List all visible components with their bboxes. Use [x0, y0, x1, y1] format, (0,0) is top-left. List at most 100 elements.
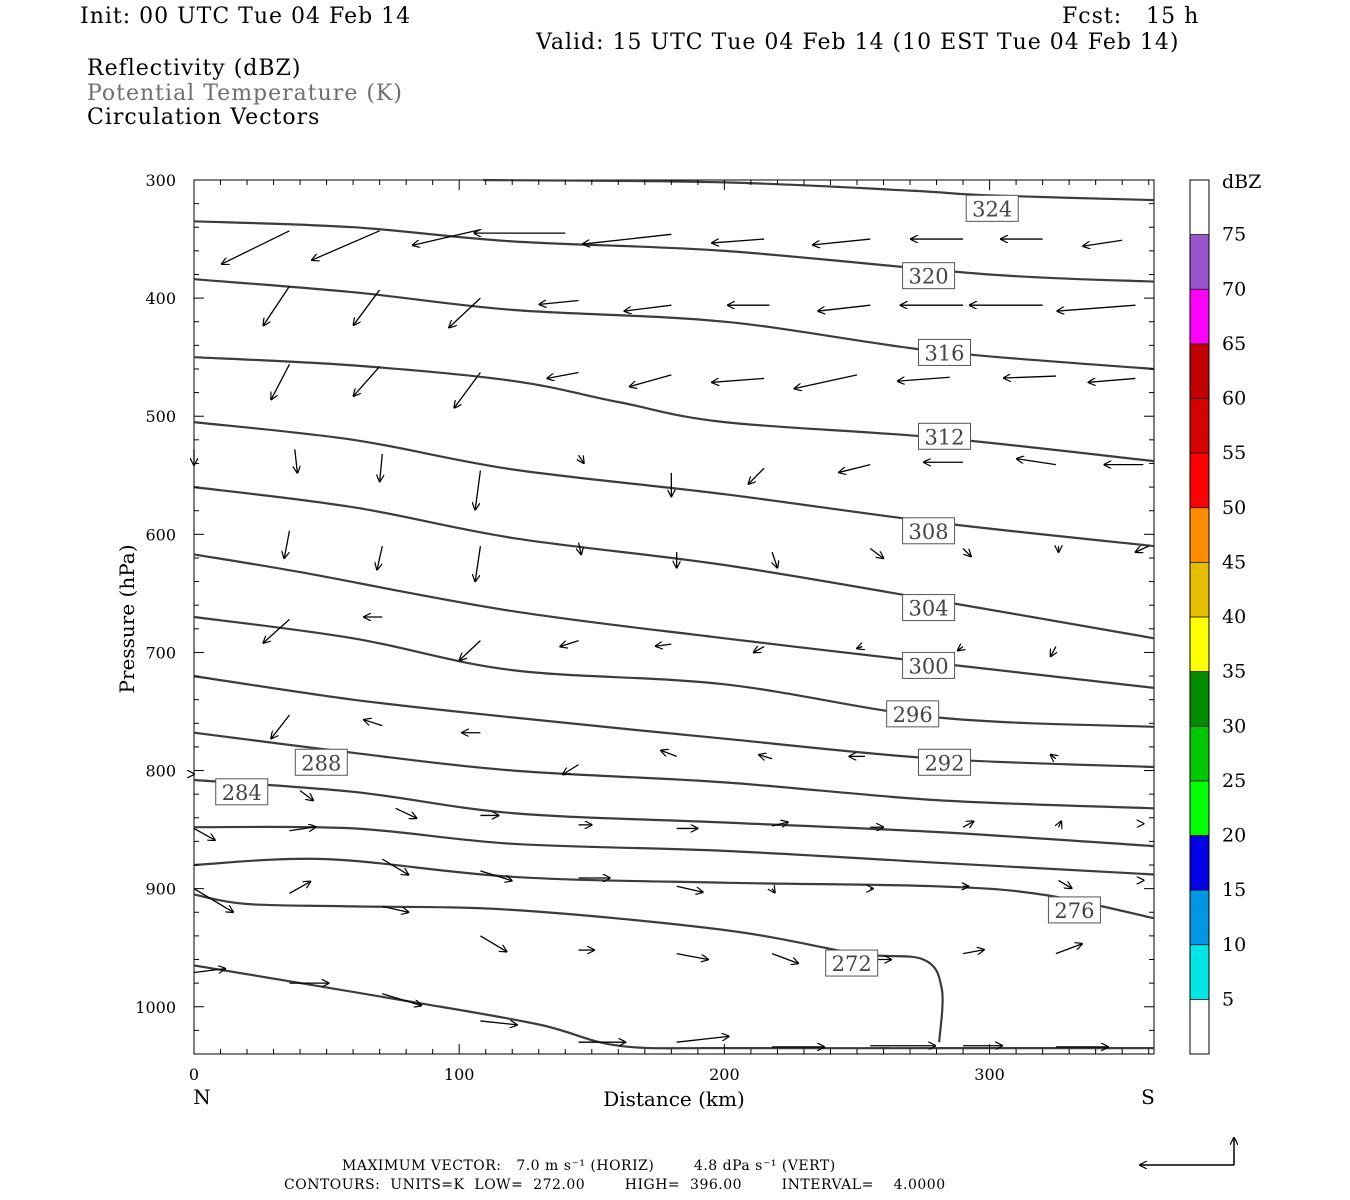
x-axis-label: Distance (km): [603, 1087, 745, 1111]
theta-contour-line: [193, 615, 1155, 728]
circulation-vector: [480, 1021, 516, 1025]
colorbar-tick-label: 20: [1222, 825, 1246, 847]
circulation-vector: [193, 969, 225, 973]
y-tick-label: 1000: [135, 998, 176, 1017]
circulation-vector: [299, 790, 313, 801]
circulation-vector: [289, 827, 315, 831]
circulation-vector: [676, 885, 703, 892]
x-tick-label: 0: [189, 1065, 199, 1084]
colorbar-tick-label: 70: [1222, 278, 1246, 300]
plot-frame: [193, 179, 1155, 1055]
theta-contour-line: [193, 356, 1155, 463]
y-tick-label: 900: [145, 880, 176, 899]
theta-contour-line: [193, 553, 1155, 689]
circulation-vector: [454, 372, 481, 408]
circulation-vector: [449, 297, 481, 327]
circulation-vector: [1017, 459, 1056, 466]
circulation-vector: [1057, 304, 1136, 311]
theta-contour-line: [193, 220, 1155, 283]
colorbar-tick-label: 75: [1222, 224, 1246, 246]
circulation-vector: [712, 238, 765, 243]
max-vector-note: MAXIMUM VECTOR: 7.0 m s⁻¹ (HORIZ) 4.8 dP…: [342, 1158, 836, 1174]
circulation-vector: [656, 644, 672, 646]
circulation-vector: [193, 888, 233, 912]
contour-label-box: [965, 194, 1019, 222]
colorbar-segment: [1190, 562, 1209, 617]
colorbar-segment: [1190, 453, 1209, 508]
circulation-vector: [630, 374, 672, 387]
axes: 0 100 200 300 300 400 500 600 700 800 900 1000 Dista…: [115, 171, 1155, 1111]
colorbar-tick-label: 45: [1222, 551, 1246, 573]
colorbar-title: dBZ: [1222, 171, 1261, 193]
theta-contour-line: [483, 178, 1155, 202]
circulation-vector: [382, 905, 408, 912]
circulation-vector: [1055, 944, 1082, 955]
circulation-vector: [263, 285, 291, 325]
circulation-vector: [1058, 879, 1072, 888]
circulation-vector: [380, 453, 383, 481]
colorbar-segment: [1190, 726, 1209, 781]
colorbar-segment: [1190, 835, 1209, 891]
colorbar-segment: [1190, 780, 1209, 836]
colorbar-segment: [1190, 507, 1209, 563]
circulation-vector: [813, 238, 871, 245]
forecast-hour: Fcst: 15 h: [1062, 4, 1200, 29]
colorbar-tick-label: 40: [1222, 606, 1246, 628]
colorbar-segment: [1190, 890, 1209, 945]
theta-contour-line: [193, 857, 1155, 920]
contour-label: 316: [924, 341, 964, 365]
circulation-vector: [271, 714, 290, 738]
contour-label: 296: [893, 703, 933, 727]
contour-label-box: [917, 338, 971, 366]
contour-label-box: [886, 700, 940, 728]
circulation-vector: [563, 764, 579, 775]
colorbar-tick-label: 60: [1222, 388, 1246, 410]
circulation-vector: [1136, 546, 1149, 552]
contour-label-box: [902, 651, 956, 679]
circulation-vector: [1051, 755, 1056, 759]
circulation-vector: [962, 950, 984, 954]
circulation-vector: [771, 952, 798, 964]
circulation-vector: [364, 720, 383, 727]
y-tick-label: 300: [145, 171, 176, 190]
circulation-vector: [579, 454, 584, 463]
circulation-vector: [263, 618, 290, 642]
contour-info: CONTOURS: UNITS=K LOW= 272.00 HIGH= 396.…: [284, 1177, 946, 1193]
colorbar-segment: [1190, 289, 1209, 344]
y-tick-label: 800: [145, 762, 176, 781]
colorbar-tick-label: 25: [1222, 770, 1246, 792]
colorbar-segment: [1190, 343, 1209, 399]
init-time: Init: 00 UTC Tue 04 Feb 14: [80, 4, 412, 29]
circulation-vector: [898, 376, 950, 381]
circulation-vector: [625, 304, 672, 311]
circulation-vectors: [193, 228, 1149, 1047]
field-circulation-vectors: Circulation Vectors: [87, 105, 321, 130]
circulation-vector: [354, 366, 381, 396]
circulation-vector: [284, 530, 291, 558]
circulation-vector: [754, 647, 765, 653]
circulation-vector: [540, 300, 579, 304]
circulation-vector: [712, 377, 765, 382]
circulation-vector: [676, 952, 708, 960]
colorbar: 5 10 15 20 25 30 35 40 45 50 55 60 65 70 75 dBZ: [1189, 171, 1261, 1055]
field-reflectivity: Reflectivity (dBZ): [87, 56, 302, 81]
plot-border: [193, 179, 1155, 1055]
theta-contour-line: [193, 421, 1155, 548]
contour-label-box: [902, 594, 956, 622]
contour-label-box: [902, 262, 956, 290]
circulation-vector: [795, 374, 858, 389]
circulation-vector: [869, 547, 883, 558]
circulation-vector: [772, 889, 775, 893]
contour-label-box: [917, 748, 971, 776]
theta-contour-line: [193, 778, 1155, 848]
y-tick-label: 600: [145, 525, 176, 544]
circulation-vector: [1004, 376, 1056, 378]
north-label: N: [193, 1085, 211, 1109]
contour-label-box: [902, 517, 956, 545]
colorbar-tick-label: 15: [1222, 879, 1246, 901]
contour-label: 324: [972, 197, 1012, 221]
y-tick-label: 500: [145, 407, 176, 426]
circulation-vector: [1083, 239, 1123, 246]
colorbar-segment: [1190, 234, 1209, 290]
